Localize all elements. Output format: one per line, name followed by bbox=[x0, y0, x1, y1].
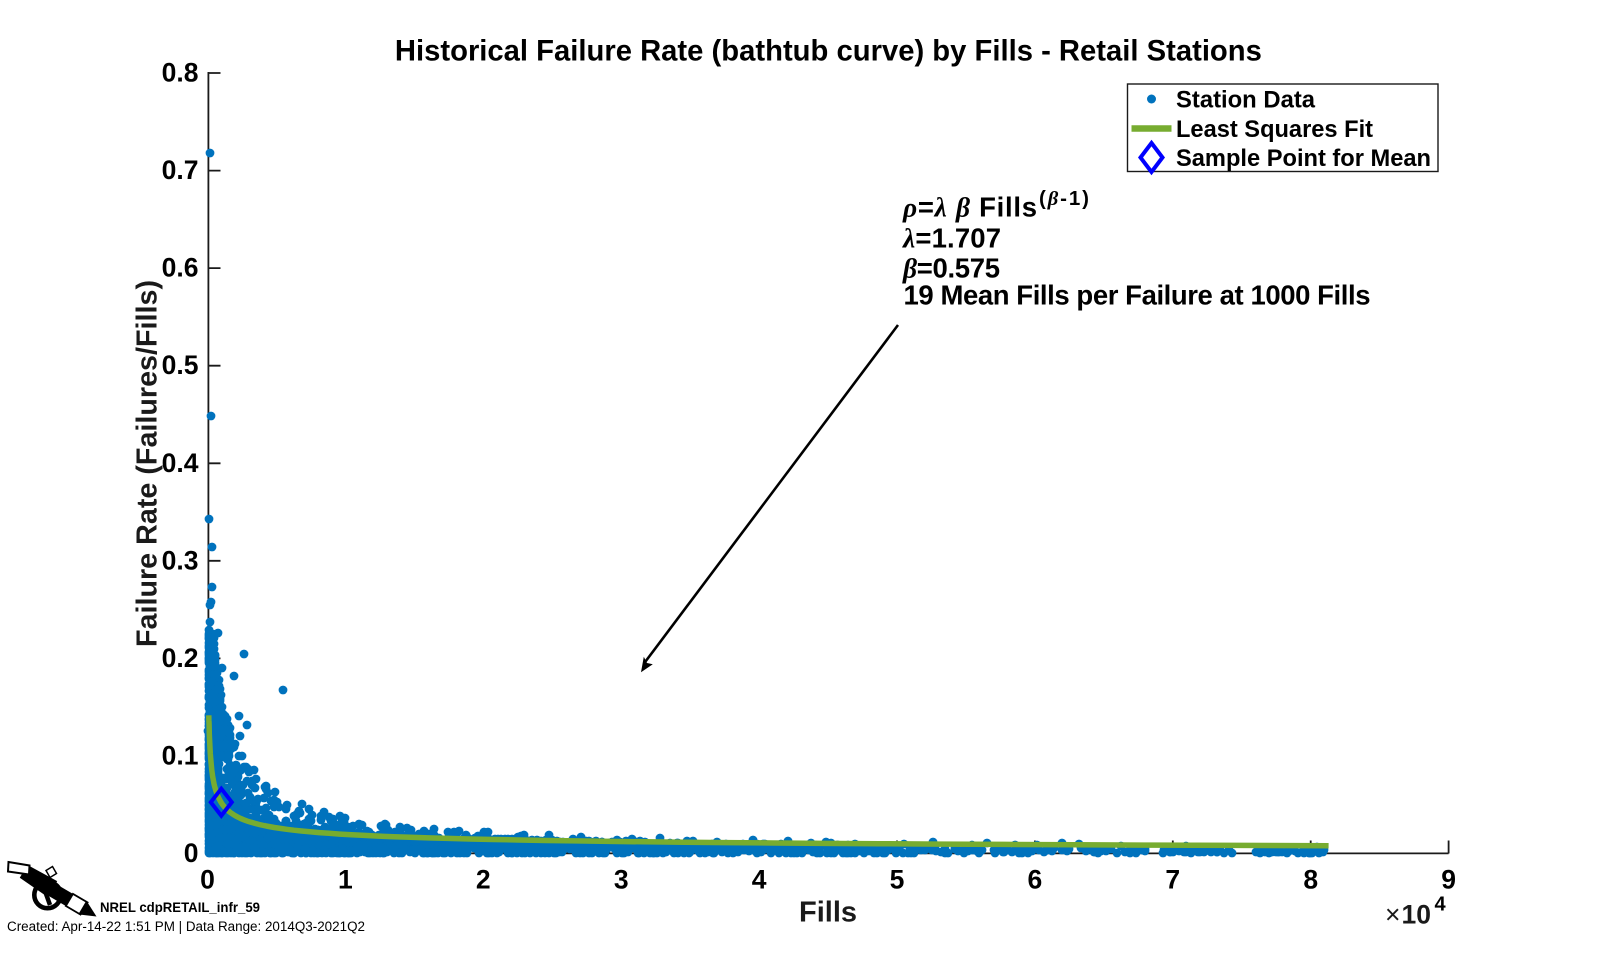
svg-text:4: 4 bbox=[1435, 894, 1447, 916]
svg-text:(β-1): (β-1) bbox=[1039, 187, 1089, 210]
svg-text:ρ=λ β Fills: ρ=λ β Fills bbox=[902, 192, 1037, 223]
svg-text:3: 3 bbox=[614, 864, 629, 894]
svg-text:0: 0 bbox=[184, 838, 199, 868]
svg-text:0.2: 0.2 bbox=[162, 643, 199, 673]
svg-text:Fills: Fills bbox=[799, 897, 857, 929]
svg-text:0: 0 bbox=[200, 864, 215, 894]
svg-text:0.1: 0.1 bbox=[162, 740, 199, 770]
svg-text:2: 2 bbox=[476, 864, 491, 894]
svg-text:Created: Apr-14-22 1:51 PM |: Created: Apr-14-22 1:51 PM | Data Range:… bbox=[7, 919, 365, 934]
svg-text:β=0.575: β=0.575 bbox=[902, 253, 1000, 284]
svg-text:1: 1 bbox=[338, 864, 353, 894]
svg-text:0.5: 0.5 bbox=[162, 350, 199, 380]
svg-text:Failure Rate (Failures/Fills): Failure Rate (Failures/Fills) bbox=[132, 280, 164, 647]
svg-text:4: 4 bbox=[752, 864, 767, 894]
svg-text:0.7: 0.7 bbox=[162, 155, 199, 185]
svg-text:0.6: 0.6 bbox=[162, 253, 199, 283]
svg-text:NREL cdpRETAIL_infr_59: NREL cdpRETAIL_infr_59 bbox=[100, 899, 260, 915]
svg-text:Least Squares Fit: Least Squares Fit bbox=[1176, 116, 1373, 143]
svg-text:Historical Failure Rate (batht: Historical Failure Rate (bathtub curve) … bbox=[395, 35, 1262, 68]
svg-text:5: 5 bbox=[890, 864, 905, 894]
svg-text:19 Mean Fills per Failure at 1: 19 Mean Fills per Failure at 1000 Fills bbox=[904, 280, 1371, 311]
svg-text:×10: ×10 bbox=[1385, 900, 1431, 930]
svg-text:Sample Point for Mean: Sample Point for Mean bbox=[1176, 145, 1431, 172]
svg-text:8: 8 bbox=[1303, 864, 1318, 894]
svg-text:0.8: 0.8 bbox=[162, 58, 199, 88]
svg-text:6: 6 bbox=[1028, 864, 1043, 894]
svg-text:λ=1.707: λ=1.707 bbox=[902, 223, 1001, 254]
svg-text:9: 9 bbox=[1441, 864, 1456, 894]
svg-text:Station Data: Station Data bbox=[1176, 86, 1316, 113]
svg-text:0.3: 0.3 bbox=[162, 545, 199, 575]
svg-text:0.4: 0.4 bbox=[162, 448, 199, 478]
svg-text:7: 7 bbox=[1165, 864, 1180, 894]
